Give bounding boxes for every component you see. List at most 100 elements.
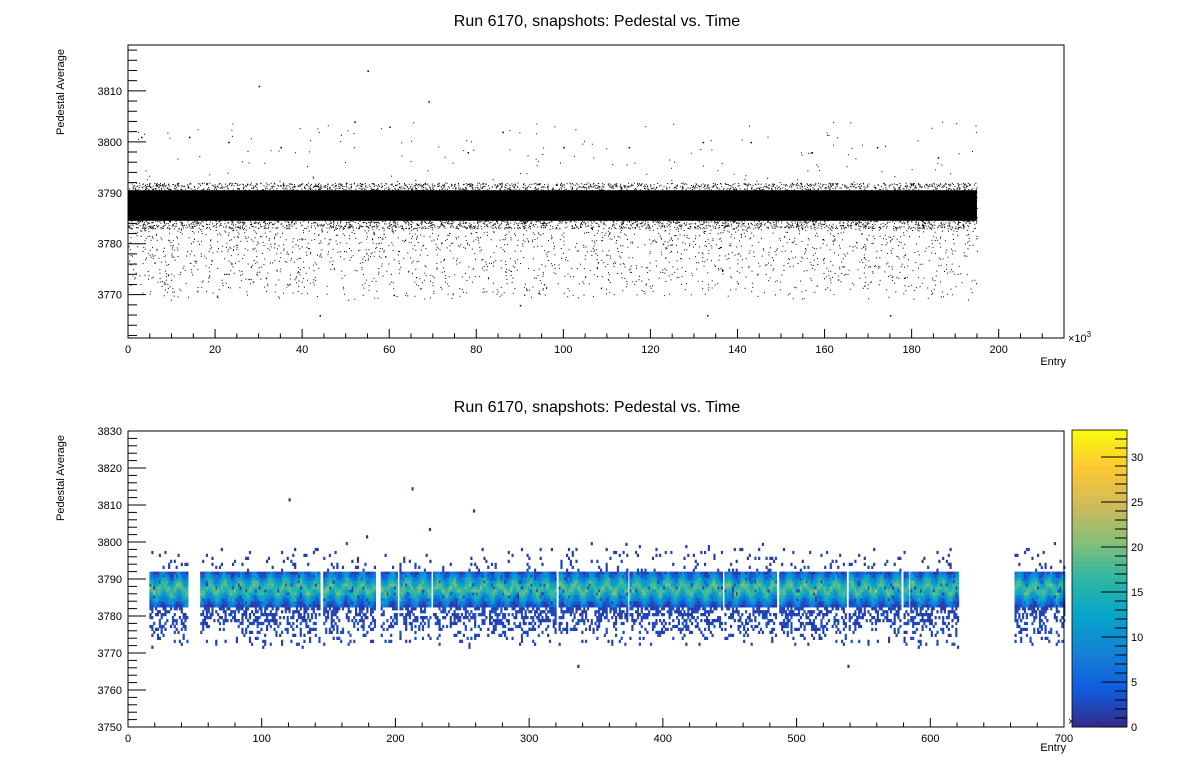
heatmap-bin-group: [218, 577, 1056, 602]
heatmap-bin-group: [620, 580, 623, 584]
bottom-y-tick-label: 3800: [98, 537, 122, 549]
heatmap-bin-group: [1048, 583, 1051, 587]
top-outlier-point: [707, 315, 709, 317]
bottom-y-tick-label: 3760: [98, 685, 122, 697]
top-chart-title: Run 6170, snapshots: Pedestal vs. Time: [454, 13, 740, 30]
bottom-x-tick-label: 700: [1055, 733, 1073, 745]
bottom-x-tick-label: 100: [253, 733, 271, 745]
color-scale-tick-label: 10: [1131, 632, 1143, 644]
color-scale-step: [1072, 471, 1127, 478]
color-scale-step: [1072, 477, 1127, 484]
heatmap-bin-group: [453, 583, 456, 587]
color-scale-step: [1072, 441, 1127, 449]
color-scale-step: [1072, 637, 1127, 645]
heatmap-bin-group: [919, 586, 922, 590]
top-x-tick-label: 160: [815, 344, 833, 356]
top-x-tick-label: 20: [209, 344, 221, 356]
heatmap-bin-group: [316, 586, 319, 590]
color-scale-step: [1072, 685, 1127, 692]
bottom-y-tick-label: 3810: [98, 500, 122, 512]
color-scale-frame: [1071, 429, 1128, 728]
bottom-x-tick-label: 500: [787, 733, 805, 745]
heatmap-bin-group: [427, 595, 430, 599]
top-outlier-point: [519, 304, 522, 307]
heatmap-bin-group: [657, 571, 675, 584]
color-scale-tick-label: 0: [1131, 722, 1137, 734]
heatmap-bin-group: [852, 577, 855, 581]
color-scale-step: [1072, 596, 1127, 603]
heatmap-bin-group: [562, 586, 565, 590]
top-y-tick-label: 3780: [98, 239, 122, 251]
top-outlier-point: [428, 101, 430, 103]
heatmap-bin-group: [547, 592, 550, 596]
top-x-tick-label: 40: [296, 344, 308, 356]
heatmap-bin-group: [502, 583, 505, 587]
color-scale-step: [1072, 643, 1127, 651]
heatmap-bin-group: [327, 586, 330, 590]
heatmap-bin-group: [230, 577, 814, 608]
color-scale-tick-label: 30: [1131, 452, 1143, 464]
top-outlier-point: [750, 141, 753, 144]
top-outlier-point: [141, 136, 143, 139]
color-scale-step: [1072, 489, 1127, 496]
color-scale-step: [1072, 620, 1127, 627]
top-outlier-point: [319, 315, 322, 317]
color-scale-step: [1072, 459, 1127, 467]
color-scale-step: [1072, 513, 1127, 520]
color-scale-step: [1072, 536, 1127, 544]
top-x-axis-label: Entry: [1040, 356, 1066, 368]
color-scale-step: [1072, 608, 1127, 615]
color-scale-step: [1072, 453, 1127, 461]
color-scale-step: [1072, 661, 1127, 668]
heatmap-bin-group: [307, 592, 310, 596]
color-scale-step: [1072, 691, 1127, 698]
top-outlier-point: [467, 152, 470, 154]
heatmap-bin-group: [754, 604, 757, 608]
heatmap-bin-group: [814, 589, 817, 593]
color-scale-step: [1072, 679, 1127, 686]
heatmap-bin-group: [160, 574, 1047, 605]
heatmap-bin-group: [213, 586, 216, 590]
bottom-chart-title: Run 6170, snapshots: Pedestal vs. Time: [454, 399, 740, 416]
heatmap-bin-group: [173, 571, 1045, 605]
heatmap-bin-group: [281, 586, 284, 590]
heatmap-bin-group: [418, 589, 421, 593]
heatmap-bin-group: [790, 583, 793, 587]
color-scale-step: [1072, 572, 1127, 579]
color-scale-step: [1072, 626, 1127, 633]
heatmap-bin-group: [224, 574, 1034, 605]
bottom-y-tick-label: 3820: [98, 463, 122, 475]
bottom-x-tick-label: 300: [520, 733, 538, 745]
color-scale-step: [1072, 631, 1127, 639]
top-x-tick-label: 0: [125, 344, 131, 356]
heatmap-bin-group: [153, 589, 156, 593]
color-scale-step: [1072, 614, 1127, 621]
bottom-x-tick-label: 400: [654, 733, 672, 745]
top-x-tick-label: 100: [554, 344, 572, 356]
color-scale-step: [1072, 584, 1127, 591]
heatmap-bin-group: [613, 592, 616, 596]
heatmap-bin-group: [186, 571, 1053, 608]
color-scale-step: [1072, 554, 1127, 562]
color-scale-step: [1072, 566, 1127, 573]
color-scale-step: [1072, 501, 1127, 508]
top-x-tick-label: 200: [990, 344, 1008, 356]
color-scale-tick-label: 15: [1131, 587, 1143, 599]
color-scale-axis: 0 5 10 15 20 25 30: [1101, 438, 1143, 734]
bottom-heatmap-panel: Run 6170, snapshots: Pedestal vs. Time 3…: [55, 399, 1143, 754]
color-scale-step: [1072, 721, 1127, 728]
heatmap-bin-group: [373, 589, 376, 593]
heatmap-bin-group: [160, 574, 1062, 602]
top-outlier-point: [393, 294, 396, 297]
top-x-tick-label: 180: [902, 344, 920, 356]
bottom-y-tick-label: 3790: [98, 574, 122, 586]
top-outlier-point: [280, 146, 282, 149]
color-scale-step: [1072, 430, 1127, 437]
bottom-y-tick-label: 3770: [98, 648, 122, 660]
top-x-tick-label: 60: [383, 344, 395, 356]
color-scale-step: [1072, 495, 1127, 502]
heatmap-bin-group: [726, 583, 729, 587]
top-scatter-panel: Run 6170, snapshots: Pedestal vs. Time 3…: [55, 13, 1092, 368]
top-x-tick-label: 140: [728, 344, 746, 356]
heatmap-bin-group: [928, 577, 932, 581]
